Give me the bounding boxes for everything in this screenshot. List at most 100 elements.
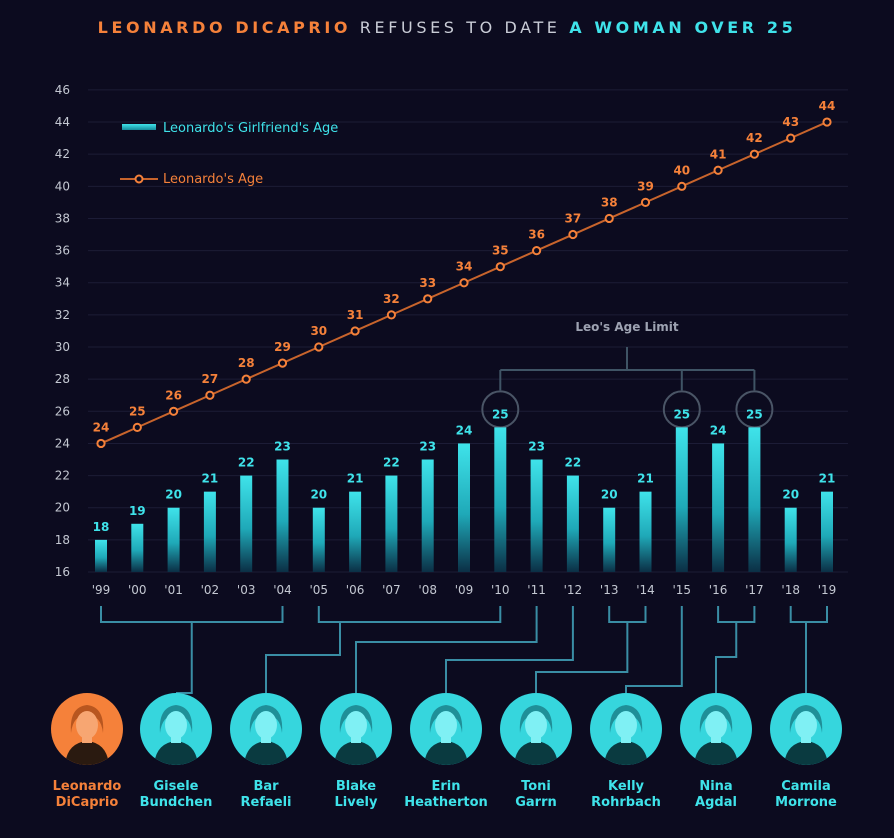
girlfriend-age-label: 24: [710, 423, 727, 437]
y-tick-label: 28: [55, 372, 70, 386]
x-tick-label: '05: [310, 583, 329, 597]
person-name: Erin Heatherton: [391, 779, 501, 811]
y-tick-label: 46: [55, 83, 70, 97]
girlfriend-age-label: 21: [347, 472, 364, 486]
y-tick-label: 36: [55, 244, 70, 258]
x-tick-label: '06: [346, 583, 365, 597]
girlfriend-age-bar: [131, 523, 144, 572]
x-tick-label: '02: [201, 583, 220, 597]
leo-age-label: 24: [93, 420, 110, 434]
leo-age-point: [386, 310, 396, 320]
y-tick-label: 38: [55, 211, 70, 225]
girlfriend-age-bar: [312, 507, 325, 572]
person-last-name: Garrn: [515, 795, 557, 810]
girlfriend-age-label: 22: [238, 456, 255, 470]
person-connector: [535, 622, 629, 693]
girlfriend-age-bars: 18 19 20 21 22 23 20 21 22 23 24 25 23 22 20 21 25 24 25 20…: [93, 407, 835, 572]
title-part-1: LEONARDO DICAPRIO: [97, 18, 352, 37]
leo-age-point: [495, 262, 505, 272]
person-first-name: Bar: [253, 779, 279, 794]
y-tick-label: 24: [55, 436, 70, 450]
leo-age-point: [459, 278, 469, 288]
year-bracket: [789, 606, 828, 623]
girlfriend-age-bar: [603, 507, 616, 572]
person-connector: [265, 622, 341, 693]
y-tick-label: 44: [55, 115, 70, 129]
person-last-name: Lively: [334, 795, 378, 810]
leo-age-point: [749, 149, 760, 159]
person-name: Kelly Rohrbach: [571, 779, 681, 811]
leo-age-label: 31: [347, 308, 364, 322]
leo-age-label: 44: [819, 99, 836, 113]
girlfriend-age-label: 18: [93, 520, 110, 534]
nina-agdal-photo: [680, 693, 752, 765]
girlfriend-age-label: 20: [601, 488, 618, 502]
person-last-name: Agdal: [695, 795, 737, 810]
girlfriend-age-bar: [349, 491, 362, 572]
leo-age-label: 26: [165, 388, 182, 402]
girlfriend-age-label: 22: [565, 456, 582, 470]
leo-age-point: [822, 117, 832, 127]
leo-age-label: 37: [565, 212, 582, 226]
person-connector: [625, 622, 683, 693]
leo-age-label: 43: [782, 115, 799, 129]
leo-age-label: 38: [601, 195, 618, 209]
x-tick-label: '14: [636, 583, 655, 597]
y-tick-label: 26: [55, 404, 70, 418]
title-part-2: REFUSES TO DATE: [351, 18, 570, 37]
leo-age-point: [604, 213, 614, 224]
person-first-name: Toni: [521, 779, 551, 794]
leo-age-label: 42: [746, 131, 763, 145]
person-connector: [355, 622, 538, 693]
x-tick-label: '18: [781, 583, 800, 597]
leo-age-point: [277, 358, 288, 368]
girlfriend-age-bar: [385, 475, 398, 572]
leo-age-label: 32: [383, 292, 400, 306]
leo-age-label: 34: [456, 260, 473, 274]
person-first-name: Erin: [431, 779, 461, 794]
x-tick-label: '07: [382, 583, 401, 597]
person-last-name: Morrone: [775, 795, 837, 810]
girlfriend-age-bar: [95, 539, 107, 572]
girlfriend-age-label: 21: [202, 472, 219, 486]
girlfriend-age-label: 21: [637, 472, 654, 486]
person-last-name: Refaeli: [240, 795, 292, 810]
x-tick-label: '08: [418, 583, 437, 597]
girlfriend-age-label: 25: [673, 407, 690, 421]
year-bracket: [100, 606, 284, 623]
x-tick-label: '00: [128, 583, 147, 597]
y-tick-label: 18: [55, 533, 70, 547]
leo-age-point: [241, 374, 251, 384]
leo-age-point: [205, 390, 215, 400]
blake-lively-photo: [320, 693, 392, 765]
girlfriend-age-bar: [421, 459, 434, 572]
y-tick-label: 30: [55, 340, 70, 354]
girlfriend-age-bar: [276, 459, 289, 572]
y-tick-label: 22: [55, 469, 70, 483]
legend-bar-swatch: [122, 124, 156, 130]
person-first-name: Kelly: [607, 779, 645, 794]
leo-age-label: 28: [238, 356, 255, 370]
leo-age-label: 33: [419, 276, 436, 290]
person-last-name: Heatherton: [404, 795, 488, 810]
x-tick-label: '11: [527, 583, 546, 597]
person-name: Toni Garrn: [481, 779, 591, 811]
leo-age-point: [677, 181, 687, 191]
y-tick-label: 20: [55, 501, 70, 515]
leo-age-label: 41: [710, 147, 727, 161]
legend-line-marker: [134, 174, 144, 184]
y-tick-label: 34: [55, 276, 70, 290]
x-tick-label: '99: [92, 583, 111, 597]
person-name: Gisele Bundchen: [121, 779, 231, 811]
year-bracket: [717, 606, 756, 623]
person-first-name: Blake: [335, 779, 377, 794]
y-tick-label: 40: [55, 179, 70, 193]
x-tick-label: '03: [237, 583, 256, 597]
girlfriend-age-bar: [458, 443, 470, 572]
x-tick-label: '16: [709, 583, 728, 597]
leo-age-point: [713, 165, 723, 175]
girlfriend-age-label: 22: [383, 456, 400, 470]
gisele-bundchen-photo: [140, 693, 212, 765]
y-tick-label: 32: [55, 308, 70, 322]
girlfriend-age-label: 24: [456, 423, 473, 437]
